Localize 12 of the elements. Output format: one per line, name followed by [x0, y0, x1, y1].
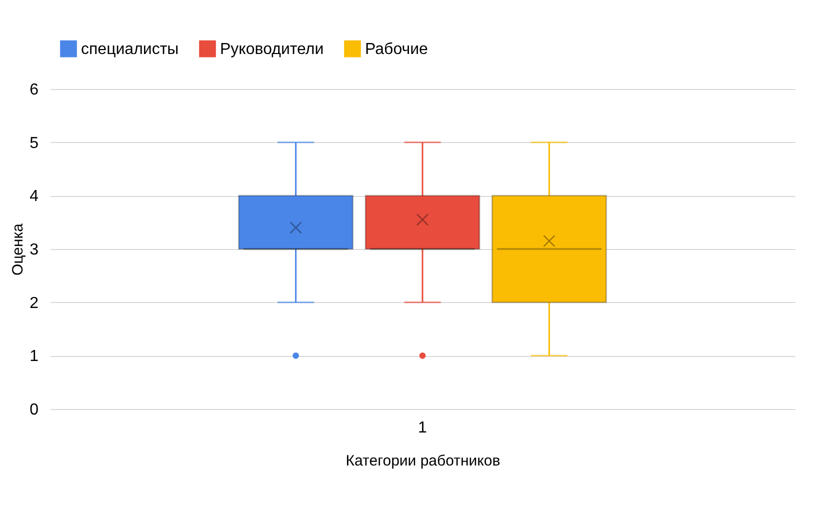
y-axis-title: Оценка — [10, 222, 27, 276]
y-tick-label: 1 — [30, 348, 39, 366]
legend-label: Рабочие — [365, 40, 428, 58]
legend-label: специалисты — [81, 40, 179, 58]
y-tick-label: 2 — [30, 294, 39, 312]
legend-label: Руководители — [220, 40, 324, 58]
x-axis-title: Категории работников — [346, 452, 500, 470]
y-tick-label: 6 — [30, 82, 39, 98]
y-tick-label: 5 — [30, 134, 39, 152]
y-tick-label: 0 — [30, 402, 39, 418]
y-tick-label: 3 — [30, 242, 39, 258]
y-tick-label: 4 — [30, 188, 39, 206]
